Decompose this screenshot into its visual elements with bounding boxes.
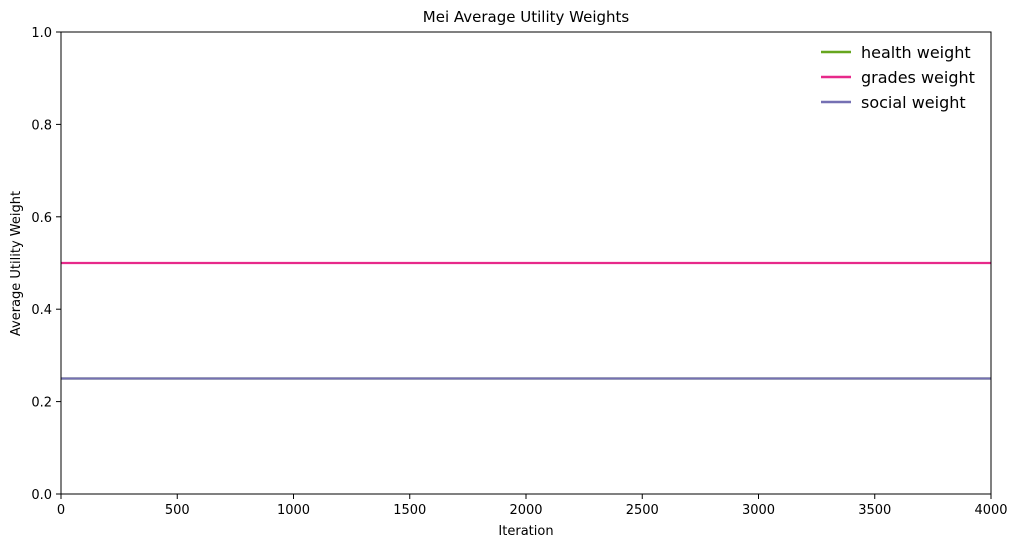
x-tick-label: 3000 bbox=[742, 503, 775, 518]
y-tick-label: 0.0 bbox=[31, 488, 52, 503]
y-axis-ticks: 0.0 0.2 0.4 0.6 0.8 1.0 bbox=[31, 26, 61, 503]
x-axis-label: Iteration bbox=[498, 524, 553, 539]
x-tick-label: 2500 bbox=[626, 503, 659, 518]
legend: health weight grades weight social weight bbox=[821, 43, 975, 112]
x-tick-label: 500 bbox=[165, 503, 190, 518]
legend-label: health weight bbox=[861, 43, 971, 62]
x-axis-ticks: 0 500 1000 1500 2000 2500 3000 3500 4000 bbox=[57, 494, 1008, 518]
y-tick-label: 0.8 bbox=[31, 118, 52, 133]
x-tick-label: 2000 bbox=[509, 503, 542, 518]
y-tick-label: 1.0 bbox=[31, 26, 52, 41]
x-tick-label: 4000 bbox=[974, 503, 1007, 518]
x-tick-label: 1000 bbox=[277, 503, 310, 518]
plot-frame bbox=[60, 31, 992, 495]
x-tick-label: 0 bbox=[57, 503, 65, 518]
plot-area bbox=[61, 261, 991, 380]
legend-label: grades weight bbox=[861, 68, 975, 87]
x-tick-label: 3500 bbox=[858, 503, 891, 518]
y-tick-label: 0.6 bbox=[31, 211, 52, 226]
y-tick-label: 0.4 bbox=[31, 303, 52, 318]
x-tick-label: 1500 bbox=[393, 503, 426, 518]
legend-label: social weight bbox=[861, 93, 966, 112]
y-axis-label: Average Utility Weight bbox=[9, 191, 24, 336]
y-tick-label: 0.2 bbox=[31, 396, 52, 411]
chart-title: Mei Average Utility Weights bbox=[423, 8, 630, 26]
